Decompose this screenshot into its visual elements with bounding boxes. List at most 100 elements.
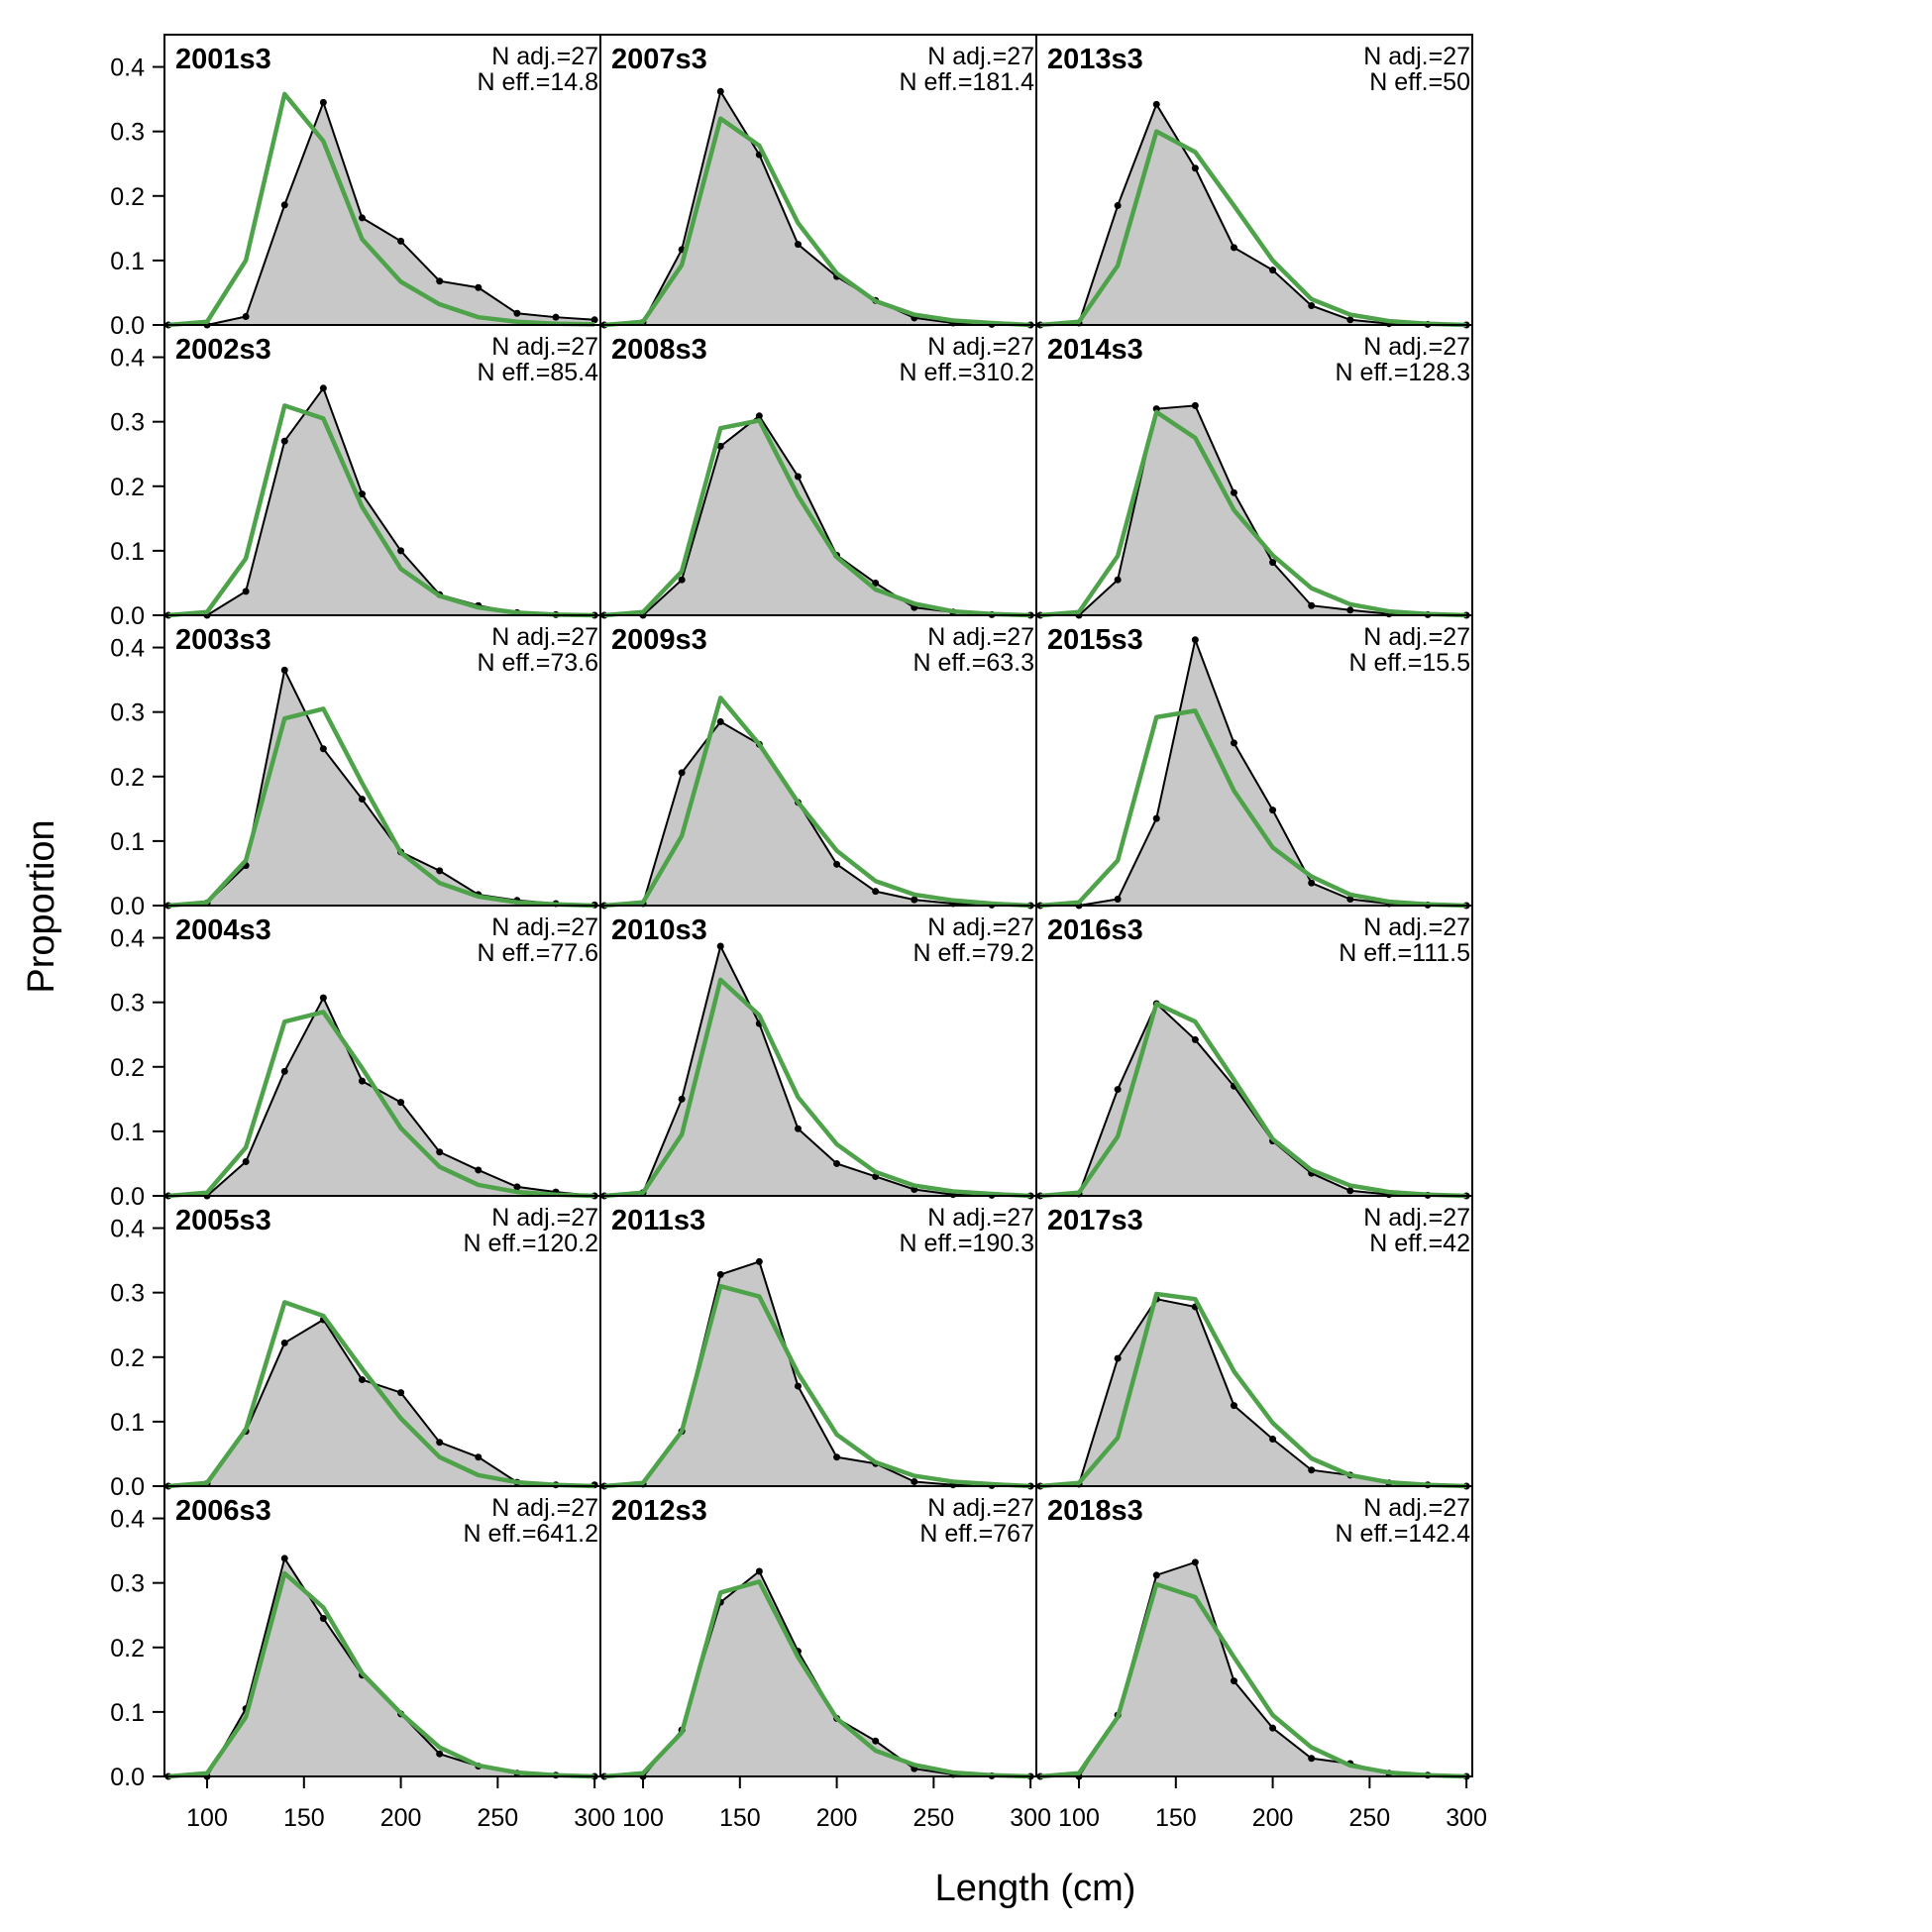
observed-point <box>319 1614 327 1622</box>
n-adj-label: N adj.=27 <box>1363 913 1470 941</box>
observed-line <box>603 88 1031 326</box>
observed-area <box>1039 1003 1467 1196</box>
panel-2005s3: 2005s3 N adj.=27N eff.=120.2 <box>163 1195 601 1490</box>
x-tick-label: 300 <box>574 1804 615 1832</box>
observed-point <box>911 1477 918 1485</box>
x-tick-label: 300 <box>1010 1804 1051 1832</box>
observed-area <box>167 1320 595 1486</box>
observed-point <box>280 201 288 209</box>
observed-point <box>794 1382 802 1390</box>
x-tick-label: 100 <box>622 1804 664 1832</box>
x-tick-label: 250 <box>477 1804 518 1832</box>
observed-point <box>1230 488 1237 496</box>
observed-point <box>1114 202 1122 210</box>
panel-title: 2013s3 <box>1047 44 1143 75</box>
panel-2002s3: 2002s3 N adj.=27N eff.=85.4 <box>163 324 601 619</box>
panel-title: 2005s3 <box>175 1205 271 1236</box>
expected-line <box>167 706 595 909</box>
observed-point <box>475 1453 483 1461</box>
panel-2014s3: 2014s3 N adj.=27N eff.=128.3 <box>1035 324 1473 619</box>
n-adj-label: N adj.=27 <box>491 1204 598 1232</box>
y-tick-label: 0.4 <box>110 1216 145 1243</box>
n-eff-label: N eff.=63.3 <box>912 649 1034 677</box>
panel-title: 2006s3 <box>175 1495 271 1527</box>
panel-2015s3: 2015s3 N adj.=27N eff.=15.5 <box>1035 614 1473 910</box>
panel-2009s3: 2009s3 N adj.=27N eff.=63.3 <box>599 614 1037 910</box>
observed-point <box>678 576 686 584</box>
expected-line <box>167 91 595 328</box>
n-adj-label: N adj.=27 <box>927 333 1034 361</box>
observed-point <box>1269 1435 1277 1443</box>
expected-line <box>167 1570 595 1779</box>
observed-point <box>358 796 366 804</box>
panel-2008s3: 2008s3 N adj.=27N eff.=310.2 <box>599 324 1037 619</box>
observed-point <box>716 1270 724 1278</box>
y-tick-label: 0.1 <box>110 1119 145 1146</box>
y-tick-label: 0.0 <box>110 893 145 920</box>
y-tick-label: 0.4 <box>110 1506 145 1534</box>
n-eff-label: N eff.=50 <box>1369 68 1470 96</box>
n-adj-label: N adj.=27 <box>1363 43 1470 70</box>
observed-area <box>603 946 1031 1196</box>
panel-2017s3: 2017s3 N adj.=27N eff.=42 <box>1035 1195 1473 1490</box>
observed-point <box>1269 806 1277 814</box>
n-eff-label: N eff.=181.4 <box>900 68 1035 96</box>
expected-line <box>1039 1581 1467 1779</box>
observed-point <box>1308 601 1316 609</box>
y-tick-label: 0.4 <box>110 54 145 82</box>
y-tick-label: 0.3 <box>110 119 145 147</box>
observed-area <box>603 721 1031 906</box>
panel-2001s3: 2001s3 N adj.=27N eff.=14.8 <box>163 34 601 329</box>
x-tick-label: 200 <box>1252 1804 1294 1832</box>
observed-point <box>475 283 483 291</box>
observed-line <box>603 943 1031 1197</box>
n-adj-label: N adj.=27 <box>1363 1494 1470 1522</box>
expected-line <box>167 403 595 618</box>
expected-line <box>1039 409 1467 618</box>
panel-title: 2004s3 <box>175 914 271 946</box>
y-tick-label: 0.1 <box>110 1409 145 1437</box>
expected-line <box>603 696 1031 909</box>
x-axis: 100 150 200 250 300 100 150 200 250 300 100 150 200 2… <box>186 1776 1487 1832</box>
observed-point <box>716 87 724 95</box>
observed-point <box>1346 606 1354 614</box>
n-adj-label: N adj.=27 <box>1363 623 1470 651</box>
observed-line <box>1039 102 1467 326</box>
observed-point <box>280 666 288 674</box>
observed-point <box>242 313 250 321</box>
observed-area <box>1039 104 1467 325</box>
observed-point <box>436 867 444 875</box>
panel-2012s3: 2012s3 N adj.=27N eff.=767 <box>599 1485 1037 1780</box>
observed-area <box>603 415 1031 615</box>
observed-point <box>1191 164 1199 172</box>
n-adj-label: N adj.=27 <box>491 913 598 941</box>
n-adj-label: N adj.=27 <box>1363 333 1470 361</box>
panel-frame <box>1035 1485 1473 1777</box>
n-eff-label: N eff.=14.8 <box>477 68 598 96</box>
panel-title: 2014s3 <box>1047 334 1143 366</box>
n-adj-label: N adj.=27 <box>491 333 598 361</box>
panel-2013s3: 2013s3 N adj.=27N eff.=50 <box>1035 34 1473 329</box>
y-tick-label: 0.3 <box>110 1570 145 1598</box>
observed-point <box>1346 895 1354 903</box>
observed-area <box>603 1570 1031 1776</box>
observed-point <box>1152 1571 1160 1579</box>
observed-point <box>319 745 327 753</box>
x-tick-label: 300 <box>1446 1804 1487 1832</box>
n-eff-label: N eff.=310.2 <box>900 359 1034 386</box>
panel-2004s3: 2004s3 N adj.=27N eff.=77.6 <box>163 905 601 1200</box>
panel-title: 2011s3 <box>611 1205 705 1236</box>
observed-point <box>358 490 366 498</box>
observed-point <box>833 1159 841 1167</box>
observed-point <box>397 547 405 555</box>
panel-title: 2018s3 <box>1047 1495 1143 1527</box>
expected-line <box>167 1010 595 1199</box>
n-eff-label: N eff.=641.2 <box>464 1520 598 1548</box>
expected-line <box>603 116 1031 328</box>
observed-point <box>716 717 724 725</box>
observed-point <box>1308 879 1316 887</box>
panel-title: 2010s3 <box>611 914 707 946</box>
observed-point <box>872 888 880 896</box>
observed-area <box>167 387 595 615</box>
